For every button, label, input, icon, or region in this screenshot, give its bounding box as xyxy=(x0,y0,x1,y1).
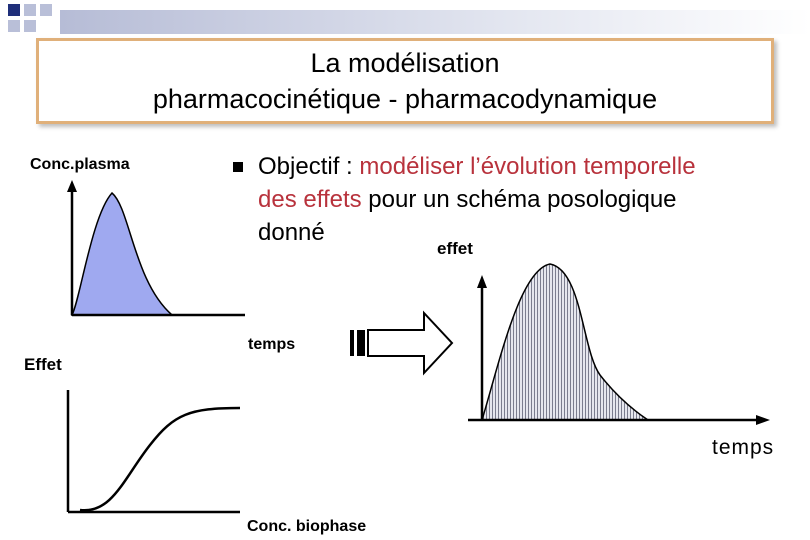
effet-left-label: Effet xyxy=(24,355,62,374)
title-box: La modélisation pharmacocinétique - phar… xyxy=(36,38,774,124)
objective-prefix: Objectif : xyxy=(258,153,360,180)
effect-time-x-arrowhead xyxy=(756,415,770,425)
objective-highlight-2: des effets xyxy=(258,186,362,213)
title-line-1: La modélisation xyxy=(310,48,500,78)
right-arrow-icon xyxy=(350,310,454,376)
plasma-concentration-graph xyxy=(67,180,245,317)
bullet-marker-icon xyxy=(233,162,243,172)
effect-time-y-arrowhead xyxy=(477,275,487,288)
effect-concentration-graph xyxy=(66,390,241,514)
plasma-y-arrowhead xyxy=(67,180,77,192)
temps-small-label: temps xyxy=(248,336,296,353)
effect-time-graph xyxy=(468,263,770,425)
objective-highlight-1: modéliser l’évolution temporelle xyxy=(359,153,696,180)
objective-line-3: donné xyxy=(258,219,325,246)
header-gradient-bar xyxy=(60,10,810,34)
temps-right-label: temps xyxy=(712,436,775,459)
objective-text: Objectif : modéliser l’évolution tempore… xyxy=(258,150,798,249)
title-line-2: pharmacocinétique - pharmacodynamique xyxy=(152,84,658,114)
conc-plasma-label: Conc.plasma xyxy=(30,156,130,173)
conc-biophase-label: Conc. biophase xyxy=(247,518,367,535)
effect-curve-area xyxy=(480,263,651,421)
corner-decoration xyxy=(0,0,60,40)
plasma-curve-area xyxy=(70,191,175,316)
effet-right-label: effet xyxy=(437,239,473,258)
objective-rest: pour un schéma posologique xyxy=(361,186,677,213)
sigmoid-curve xyxy=(79,406,241,512)
